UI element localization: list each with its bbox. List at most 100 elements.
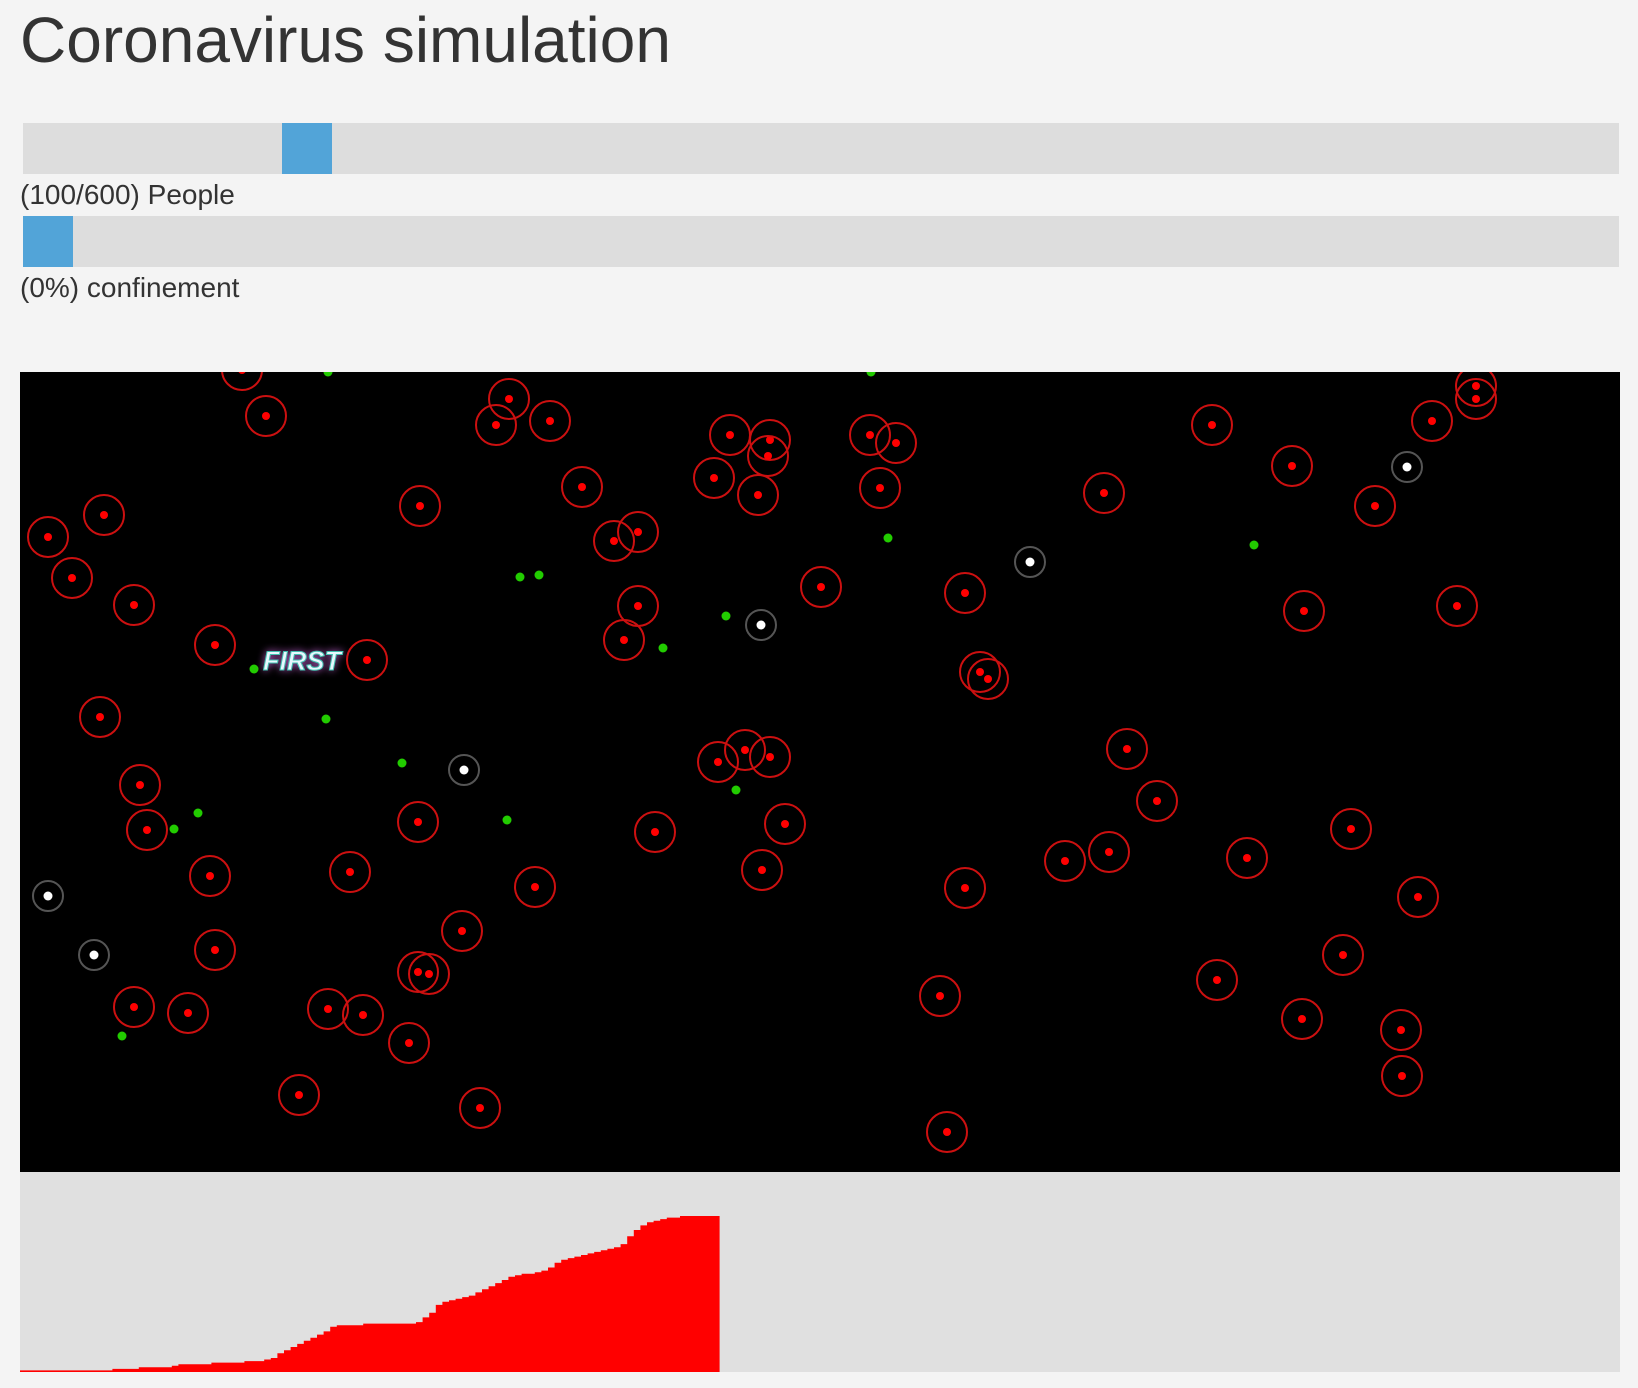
infected-person [620,636,628,644]
recovered-radius [1014,546,1046,578]
infection-radius [1271,445,1313,487]
infected-person [324,1005,332,1013]
infected-person [492,421,500,429]
infected-person [100,511,108,519]
recovered-radius [32,880,64,912]
people-slider-label: (100/600) People [20,179,235,210]
recovered-person [89,950,99,960]
infection-radius [346,639,388,681]
infection-radius [221,372,263,391]
infection-radius [399,485,441,527]
infection-radius [1281,998,1323,1040]
people-slider-handle[interactable] [282,123,332,174]
infected-person [634,528,642,536]
infection-radius [278,1074,320,1116]
healthy-person [397,758,407,768]
infected-person [262,412,270,420]
infected-person [866,431,874,439]
infection-radius [79,696,121,738]
page-title: Coronavirus simulation [20,4,671,76]
infected-person [634,602,642,610]
infection-radius [1083,472,1125,514]
infected-person [817,583,825,591]
healthy-person [502,815,512,825]
infected-person [211,641,219,649]
infected-person [414,818,422,826]
infected-person [1398,1072,1406,1080]
simulation-canvas[interactable]: FIRST [20,372,1620,1172]
infected-person [416,502,424,510]
infection-radius [593,520,635,562]
infected-person [184,1009,192,1017]
infected-history-area [20,1216,720,1372]
infection-radius [245,395,287,437]
infection-radius [51,557,93,599]
infection-radius [724,729,766,771]
confinement-slider-handle[interactable] [23,216,73,267]
infected-person [238,372,246,374]
infected-person [458,927,466,935]
infection-radius [388,1022,430,1064]
infected-person [1371,502,1379,510]
healthy-person [658,643,668,653]
infected-person [1472,382,1480,390]
healthy-person [515,572,525,582]
infected-person [68,574,76,582]
infection-radius [919,975,961,1017]
infection-radius [1411,400,1453,442]
recovered-radius [448,754,480,786]
infection-radius [1106,728,1148,770]
infected-person [1428,417,1436,425]
infection-radius [737,474,779,516]
infection-radius [749,736,791,778]
healthy-person [1249,540,1259,550]
infected-person [1153,797,1161,805]
infected-person [96,713,104,721]
healthy-person [193,808,203,818]
infected-person [130,601,138,609]
recovered-person [1402,462,1412,472]
infection-radius [27,516,69,558]
infection-radius [1381,1055,1423,1097]
infected-person [610,537,618,545]
infected-person [936,992,944,1000]
infection-radius [397,951,439,993]
infection-radius [849,414,891,456]
infection-radius [167,992,209,1034]
infection-radius [83,494,125,536]
infected-person [414,968,422,976]
infected-person [206,872,214,880]
infection-radius [959,651,1001,693]
infected-person [764,452,772,460]
infection-radius [342,994,384,1036]
healthy-person [321,714,331,724]
infected-person [1100,489,1108,497]
infection-radius [875,422,917,464]
infected-person [505,395,513,403]
infected-person [1061,857,1069,865]
infected-person [1213,976,1221,984]
people-slider[interactable] [23,123,1619,174]
confinement-slider[interactable] [23,216,1619,267]
infected-person [425,970,433,978]
infection-radius [329,851,371,893]
healthy-person [883,533,893,543]
infection-radius [488,378,530,420]
infection-radius [1455,378,1497,420]
infection-radius [194,929,236,971]
infected-person [295,1091,303,1099]
infection-radius [307,988,349,1030]
infected-person [754,491,762,499]
confinement-slider-label: (0%) confinement [20,272,240,303]
infection-radius [926,1111,968,1153]
healthy-person [169,824,179,834]
infected-person [1347,825,1355,833]
infected-person [1339,951,1347,959]
infected-person [359,1011,367,1019]
infection-radius [1380,1009,1422,1051]
infection-radius [189,855,231,897]
infection-radius [441,910,483,952]
infected-person [1397,1026,1405,1034]
infection-history-chart [20,1172,1620,1372]
infected-person [1300,607,1308,615]
